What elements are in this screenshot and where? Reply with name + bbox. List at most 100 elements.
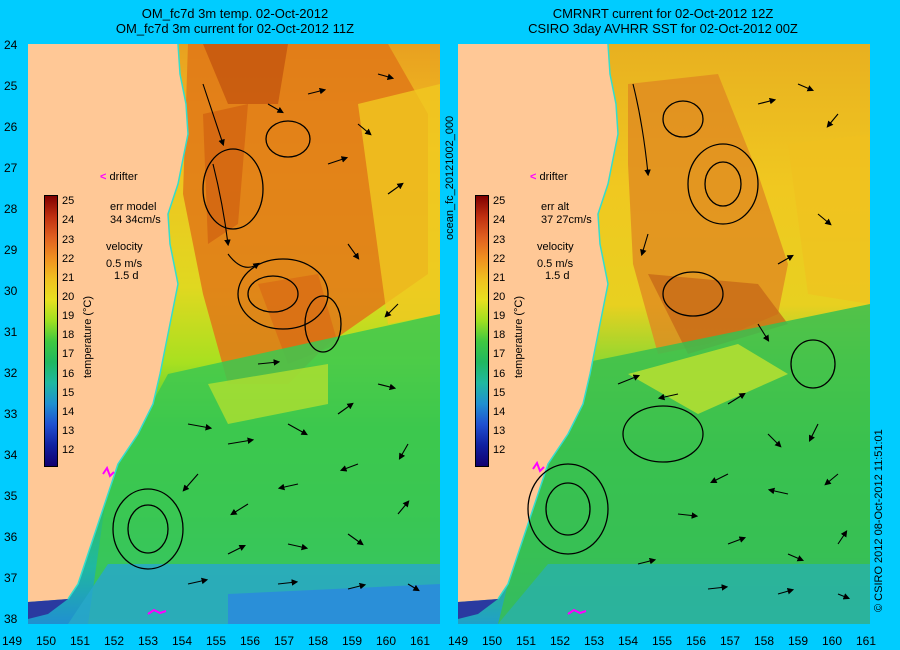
- right-map-panel: [458, 44, 870, 624]
- lon-label: 154: [171, 634, 193, 648]
- left-title-line1: OM_fc7d 3m temp. 02-Oct-2012: [141, 6, 329, 21]
- colorbar-tick: 18: [62, 329, 75, 341]
- lon-label: 160: [821, 634, 843, 648]
- left-title-line2: OM_fc7d 3m current for 02-Oct-2012 11Z: [115, 21, 355, 36]
- colorbar-tick: 22: [493, 253, 506, 265]
- lat-label: 30: [4, 284, 18, 298]
- colorbar-tick: 25: [493, 195, 506, 207]
- lon-label: 161: [409, 634, 431, 648]
- colorbar-tick: 23: [62, 234, 75, 246]
- lat-label: 31: [4, 325, 18, 339]
- drifter-marker-icon: <: [530, 171, 537, 183]
- lon-label: 157: [719, 634, 741, 648]
- colorbar-tick: 16: [493, 368, 506, 380]
- lon-label: 155: [205, 634, 227, 648]
- colorbar-tick: 15: [62, 387, 75, 399]
- lat-label: 26: [4, 120, 18, 134]
- left-colorbar: [44, 195, 58, 467]
- left-velocity-label: velocity: [106, 241, 143, 253]
- colorbar-tick: 19: [493, 310, 506, 322]
- lat-label: 28: [4, 202, 18, 216]
- colorbar-tick: 17: [62, 348, 75, 360]
- lon-label: 160: [375, 634, 397, 648]
- colorbar-tick: 21: [62, 272, 75, 284]
- left-drifter-legend: < drifter: [100, 171, 138, 183]
- colorbar-tick: 13: [493, 425, 506, 437]
- lon-label: 159: [341, 634, 363, 648]
- lon-label: 159: [787, 634, 809, 648]
- colorbar-tick: 20: [493, 291, 506, 303]
- lon-label: 151: [69, 634, 91, 648]
- drifter-marker-icon: <: [100, 171, 107, 183]
- colorbar-tick: 21: [493, 272, 506, 284]
- colorbar-tick: 12: [62, 444, 75, 456]
- colorbar-tick: 13: [62, 425, 75, 437]
- lon-label: 158: [753, 634, 775, 648]
- lat-label: 36: [4, 530, 18, 544]
- right-duration-label: 1.5 d: [545, 270, 570, 282]
- right-colorbar-label: temperature (°C): [513, 295, 525, 378]
- lon-label: 156: [685, 634, 707, 648]
- left-speed-label: 0.5 m/s: [106, 258, 143, 270]
- lon-label: 154: [617, 634, 639, 648]
- lon-label: 155: [651, 634, 673, 648]
- colorbar-tick: 25: [62, 195, 75, 207]
- left-map-panel: [28, 44, 440, 624]
- lon-label: 151: [515, 634, 537, 648]
- lat-label: 24: [4, 38, 18, 52]
- right-velocity-label: velocity: [537, 241, 574, 253]
- left-duration-label: 1.5 d: [114, 270, 139, 282]
- left-err-title: err model: [110, 201, 157, 213]
- lat-label: 34: [4, 448, 18, 462]
- lat-label: 29: [4, 243, 18, 257]
- right-err-value: 37 27cm/s: [541, 214, 592, 226]
- right-map-graphic: [458, 44, 870, 624]
- colorbar-tick: 19: [62, 310, 75, 322]
- lon-label: 149: [1, 634, 23, 648]
- left-map-graphic: [28, 44, 440, 624]
- lat-label: 32: [4, 366, 18, 380]
- right-drifter-legend: < drifter: [530, 171, 568, 183]
- colorbar-tick: 16: [62, 368, 75, 380]
- lat-label: 37: [4, 571, 18, 585]
- colorbar-tick: 15: [493, 387, 506, 399]
- colorbar-tick: 23: [493, 234, 506, 246]
- lon-label: 153: [137, 634, 159, 648]
- copyright-timestamp: © CSIRO 2012 08-Oct-2012 11:51:01: [873, 429, 885, 612]
- colorbar-tick: 12: [493, 444, 506, 456]
- colorbar-tick: 14: [493, 406, 506, 418]
- colorbar-tick: 18: [493, 329, 506, 341]
- colorbar-tick: 24: [62, 214, 75, 226]
- right-err-title: err alt: [541, 201, 570, 213]
- colorbar-tick: 22: [62, 253, 75, 265]
- right-title-line1: CMRNRT current for 02-Oct-2012 12Z: [552, 6, 774, 21]
- left-drifter-label: drifter: [109, 171, 138, 183]
- lat-label: 33: [4, 407, 18, 421]
- lon-label: 158: [307, 634, 329, 648]
- lon-label: 153: [583, 634, 605, 648]
- left-title: OM_fc7d 3m temp. 02-Oct-2012 OM_fc7d 3m …: [30, 6, 440, 36]
- lat-label: 35: [4, 489, 18, 503]
- right-speed-label: 0.5 m/s: [537, 258, 574, 270]
- lon-label: 156: [239, 634, 261, 648]
- lat-label: 38: [4, 612, 18, 626]
- left-err-value: 34 34cm/s: [110, 214, 161, 226]
- right-colorbar: [475, 195, 489, 467]
- right-title: CMRNRT current for 02-Oct-2012 12Z CSIRO…: [458, 6, 868, 36]
- forecast-id-label: ocean_fc_20121002_000: [444, 115, 456, 240]
- lat-label: 25: [4, 79, 18, 93]
- lon-label: 152: [103, 634, 125, 648]
- lat-label: 27: [4, 161, 18, 175]
- colorbar-tick: 24: [493, 214, 506, 226]
- colorbar-tick: 20: [62, 291, 75, 303]
- colorbar-tick: 14: [62, 406, 75, 418]
- right-title-line2: CSIRO 3day AVHRR SST for 02-Oct-2012 00Z: [528, 21, 798, 36]
- lon-label: 150: [35, 634, 57, 648]
- lon-label: 149: [447, 634, 469, 648]
- lon-label: 161: [855, 634, 877, 648]
- lon-label: 150: [481, 634, 503, 648]
- right-drifter-label: drifter: [539, 171, 568, 183]
- colorbar-tick: 17: [493, 348, 506, 360]
- lon-label: 157: [273, 634, 295, 648]
- left-colorbar-label: temperature (°C): [82, 295, 94, 378]
